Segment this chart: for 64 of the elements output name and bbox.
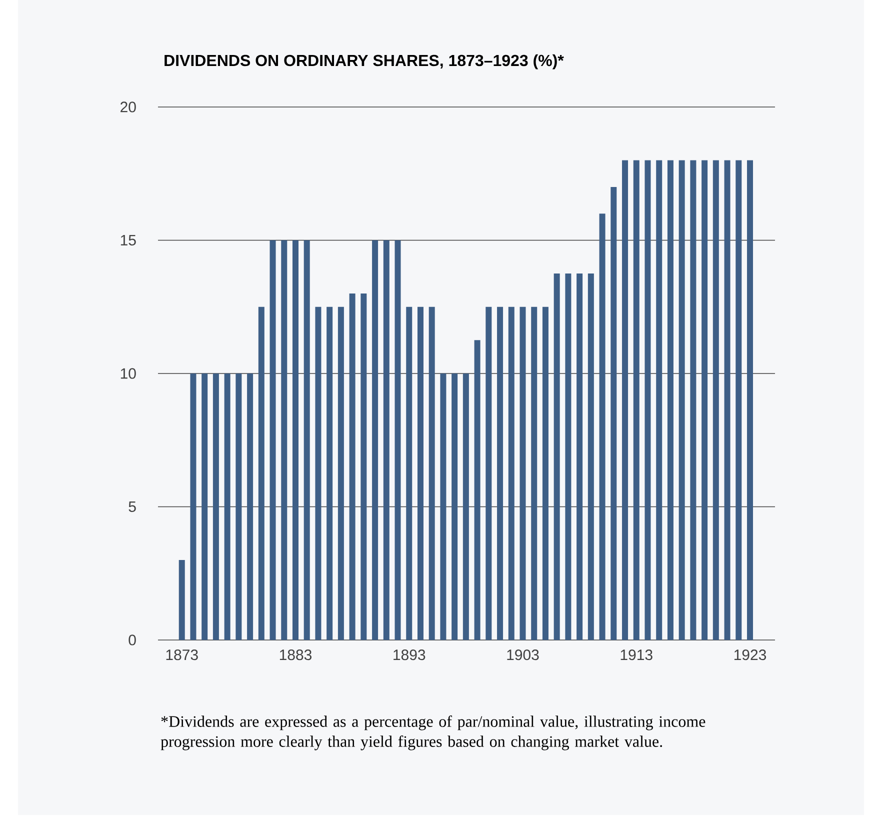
bar xyxy=(247,373,254,640)
y-tick-label: 10 xyxy=(120,368,136,379)
bar xyxy=(349,294,356,640)
bar xyxy=(690,160,696,640)
bar xyxy=(258,306,264,640)
bar xyxy=(360,294,367,640)
bar xyxy=(486,306,492,640)
bar xyxy=(497,306,504,640)
bar xyxy=(633,160,640,640)
bar xyxy=(508,306,514,640)
bar xyxy=(610,186,617,640)
x-tick-label: 1903 xyxy=(507,650,539,660)
x-tick-label: 1913 xyxy=(620,650,652,660)
bar xyxy=(452,373,458,640)
bar xyxy=(383,240,390,640)
y-tick-label: 5 xyxy=(128,502,136,512)
bar xyxy=(644,160,651,640)
bar xyxy=(622,160,628,640)
bar xyxy=(326,306,333,640)
bar xyxy=(428,306,435,640)
y-tick-label: 20 xyxy=(120,102,136,112)
bar xyxy=(656,160,662,640)
bar xyxy=(372,240,378,640)
bar xyxy=(236,373,242,640)
bar xyxy=(667,160,674,640)
bar xyxy=(565,274,572,640)
bar xyxy=(702,160,708,640)
bar xyxy=(736,160,742,640)
y-tick-label: 15 xyxy=(120,235,136,246)
y-tick-label: 0 xyxy=(128,634,136,646)
bar xyxy=(212,373,219,640)
bar xyxy=(531,306,538,640)
bar xyxy=(440,373,446,640)
bar xyxy=(678,160,685,640)
bar xyxy=(599,214,606,640)
bar xyxy=(588,274,594,640)
bar xyxy=(542,306,548,640)
text: *Dividends are expressed as a percentage of par/nominal value, illustrating income progression more clearly than yield figures based on changing market value. xyxy=(160,716,706,750)
bar xyxy=(202,373,208,640)
bar xyxy=(576,274,583,640)
x-tick-label: 1883 xyxy=(280,650,312,660)
bar xyxy=(315,306,322,640)
bar xyxy=(224,373,230,640)
bar xyxy=(190,373,196,640)
chart-title: DIVIDENDS ON ORDINARY SHARES, 1873–1923 (%)* xyxy=(164,54,564,70)
bar xyxy=(270,240,276,640)
bar xyxy=(281,240,288,640)
bar xyxy=(178,560,185,640)
bar xyxy=(520,306,526,640)
x-tick-label: 1893 xyxy=(394,650,426,660)
bar xyxy=(474,340,480,640)
bar xyxy=(747,160,754,640)
bar xyxy=(554,274,560,640)
bar xyxy=(712,160,719,640)
bar xyxy=(417,306,424,640)
bar xyxy=(406,306,412,640)
bar xyxy=(724,160,730,640)
bar xyxy=(462,373,469,640)
bar xyxy=(338,306,344,640)
bar xyxy=(292,240,298,640)
bar xyxy=(394,240,401,640)
x-tick-label: 1923 xyxy=(734,650,766,660)
bar xyxy=(304,240,310,640)
x-tick-label: 1873 xyxy=(166,650,198,660)
